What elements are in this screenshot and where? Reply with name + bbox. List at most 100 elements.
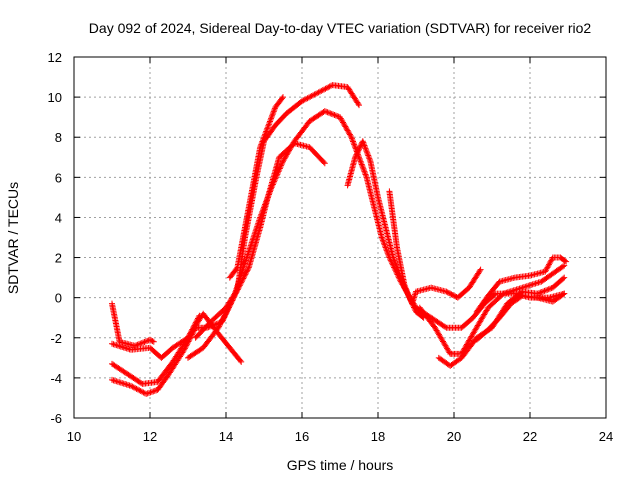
data-point: [212, 321, 219, 328]
data-point: [216, 322, 223, 329]
data-point: [352, 144, 359, 151]
data-point: [542, 287, 549, 294]
data-point: [270, 180, 277, 187]
axis-ticks: [73, 56, 607, 419]
data-point: [544, 286, 551, 293]
data-point: [190, 328, 197, 335]
data-point: [140, 389, 147, 396]
data-point: [561, 290, 568, 297]
data-point: [411, 305, 418, 312]
data-point: [181, 345, 188, 352]
data-point: [364, 151, 371, 158]
data-point: [150, 338, 157, 345]
data-point: [149, 338, 156, 345]
data-point: [264, 194, 271, 201]
data-point: [406, 293, 413, 300]
y-tick-label: 10: [48, 90, 62, 105]
data-point: [311, 91, 318, 98]
data-point: [351, 141, 358, 148]
data-point: [563, 258, 570, 265]
data-point: [133, 385, 140, 392]
data-point: [348, 134, 355, 141]
data-point: [328, 110, 335, 117]
data-point: [183, 342, 190, 349]
data-point: [443, 288, 450, 295]
data-point: [146, 389, 153, 396]
data-point: [271, 177, 278, 184]
data-point: [403, 286, 410, 293]
data-point: [315, 89, 322, 96]
data-point: [352, 152, 359, 159]
data-point: [350, 138, 357, 145]
data-point: [189, 330, 196, 337]
data-point: [189, 331, 196, 338]
data-point: [237, 357, 244, 364]
data-point: [273, 174, 280, 181]
data-point: [193, 318, 200, 325]
data-point: [351, 142, 358, 149]
data-point: [356, 102, 362, 109]
data-point: [242, 271, 249, 278]
data-point: [147, 336, 153, 343]
data-point: [559, 291, 566, 298]
data-point: [195, 314, 202, 321]
data-point: [356, 146, 362, 153]
data-point: [273, 172, 280, 179]
data-point: [352, 154, 359, 161]
data-point: [218, 319, 225, 326]
data-point: [401, 282, 408, 289]
data-point: [278, 162, 285, 169]
data-point: [263, 197, 270, 204]
data-point: [325, 84, 332, 91]
data-point: [316, 88, 323, 95]
data-point: [269, 181, 276, 188]
data-point: [144, 390, 151, 397]
data-point: [277, 164, 284, 171]
data-point: [540, 288, 547, 295]
data-point: [268, 184, 275, 191]
data-point: [137, 340, 144, 347]
data-point: [476, 267, 483, 274]
data-point: [185, 338, 192, 345]
data-point: [357, 158, 364, 165]
data-point: [215, 324, 222, 331]
data-point: [364, 149, 371, 156]
data-point: [365, 152, 372, 159]
data-point: [348, 135, 355, 142]
data-point: [278, 161, 285, 168]
data-point: [181, 346, 188, 353]
y-tick-label: 8: [55, 130, 62, 145]
data-point: [320, 159, 327, 166]
data-point: [305, 94, 312, 101]
data-point: [361, 143, 368, 150]
data-point: [405, 290, 412, 297]
data-point: [184, 339, 191, 346]
data-point: [310, 92, 317, 99]
data-point: [196, 312, 203, 319]
data-point: [186, 335, 193, 342]
data-point: [390, 254, 397, 261]
x-axis-label: GPS time / hours: [287, 457, 394, 473]
data-point: [143, 390, 150, 397]
data-point: [245, 265, 252, 272]
x-tick-label: 16: [295, 429, 309, 444]
x-tick-label: 20: [447, 429, 461, 444]
data-point: [272, 175, 279, 182]
data-point: [266, 190, 273, 197]
data-point: [136, 387, 143, 394]
y-tick-label: -6: [50, 411, 62, 426]
data-point: [477, 266, 484, 273]
data-point: [560, 275, 567, 282]
data-point: [186, 337, 193, 344]
data-point: [263, 198, 270, 205]
data-point: [266, 119, 273, 126]
data-point: [403, 288, 410, 295]
data-point: [391, 257, 398, 264]
data-point: [264, 125, 271, 132]
data-point: [268, 115, 275, 122]
data-point: [269, 111, 276, 118]
data-point: [279, 95, 286, 102]
data-points: [109, 82, 570, 397]
data-point: [445, 289, 452, 296]
